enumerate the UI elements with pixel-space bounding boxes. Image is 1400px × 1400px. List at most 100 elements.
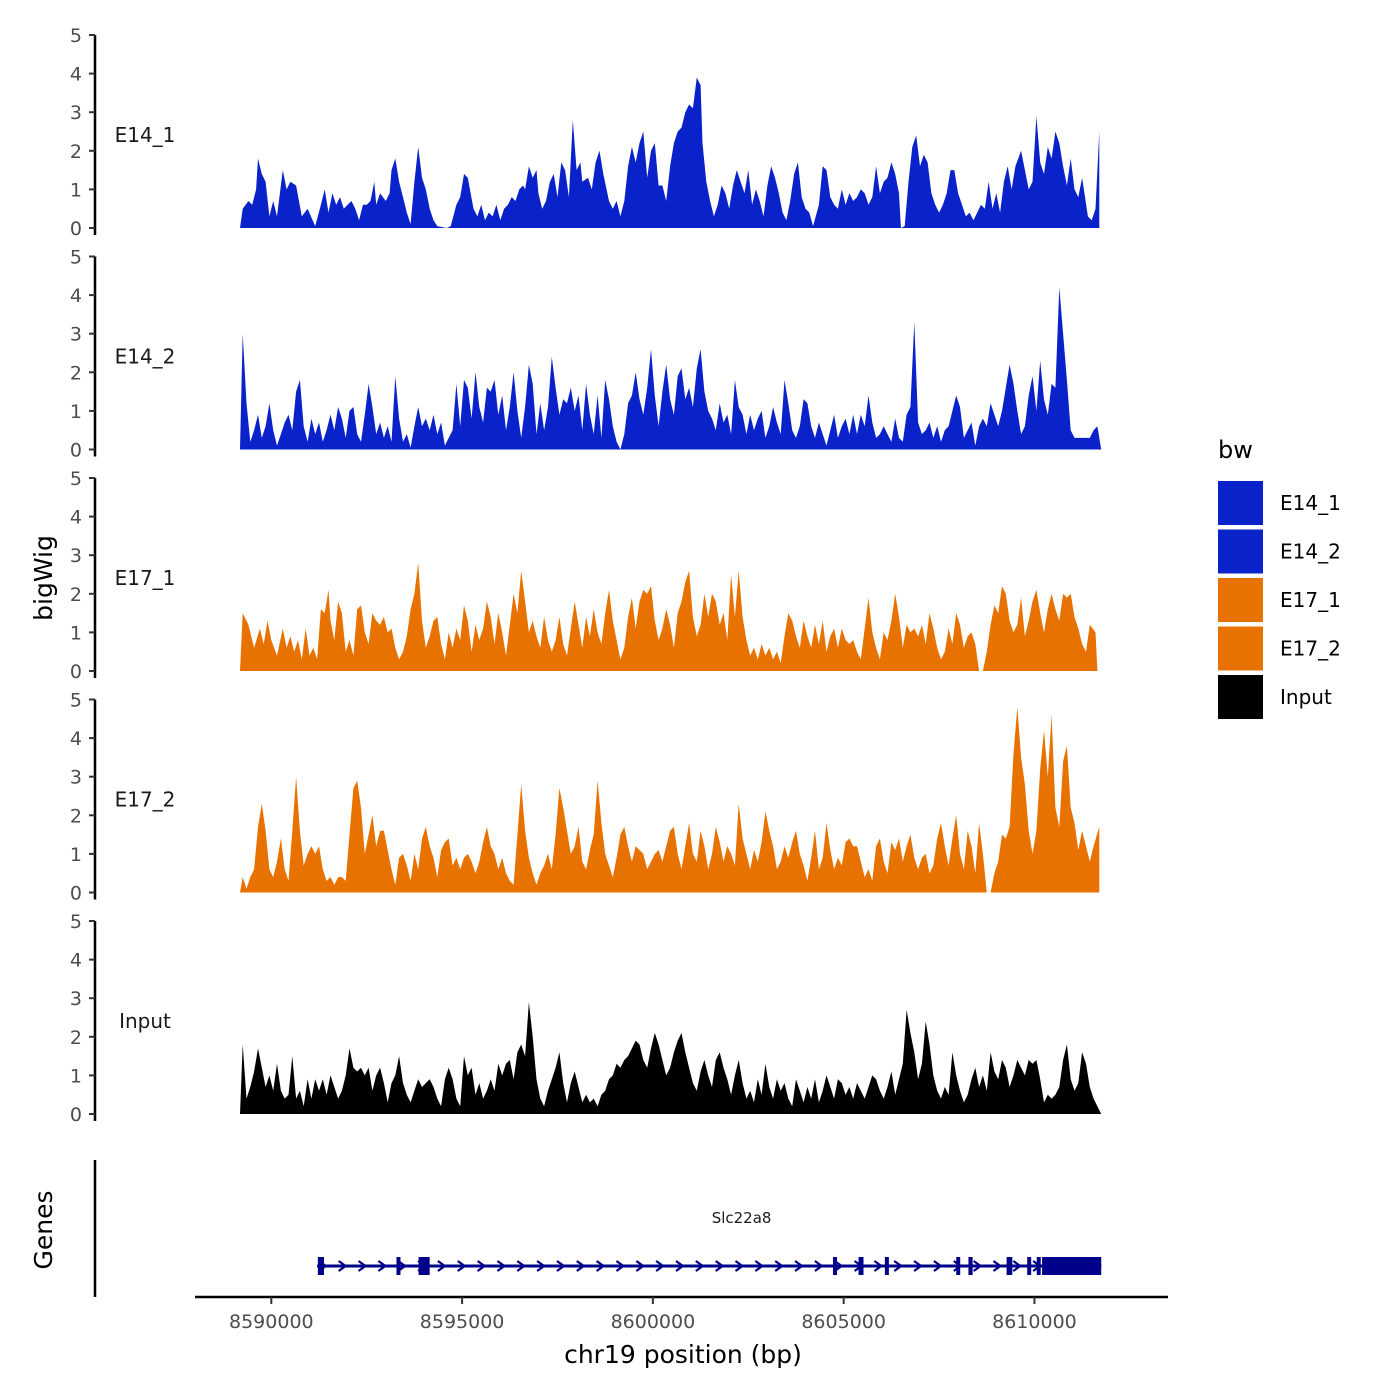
y-tick-label-e17-1-2: 2 (70, 584, 82, 606)
coverage-area-e17-2 (240, 707, 1100, 893)
track-label-e14-1: E14_1 (115, 123, 176, 147)
legend-title: bw (1218, 436, 1253, 464)
strand-chevron-2 (357, 1260, 368, 1272)
coverage-area-e17-1 (240, 562, 1098, 671)
gene-exon-8 (968, 1257, 973, 1275)
gene-exon-3 (418, 1257, 430, 1275)
y-tick-label-e14-2-1: 1 (70, 401, 82, 423)
legend-swatch-e17-2 (1218, 626, 1263, 671)
legend-swatch-e14-2 (1218, 529, 1263, 574)
y-axis-title: bigWig (29, 535, 58, 621)
strand-chevron-29 (893, 1260, 904, 1272)
strand-chevron-32 (953, 1260, 963, 1272)
legend-swatch-e17-1 (1218, 578, 1263, 622)
coverage-area-input (240, 1002, 1102, 1114)
strand-chevron-4 (397, 1260, 408, 1272)
track-label-e17-1: E17_1 (115, 566, 176, 590)
legend-label-e17-2: E17_2 (1280, 637, 1341, 661)
y-tick-label-e17-2-2: 2 (70, 805, 82, 827)
strand-chevron-31 (933, 1260, 943, 1272)
genes-track-title: Genes (29, 1190, 58, 1269)
strand-chevron-10 (516, 1260, 527, 1272)
gene-exon-2 (396, 1257, 401, 1275)
coverage-area-e14-1 (240, 77, 1100, 228)
y-tick-label-e17-2-4: 4 (70, 728, 82, 750)
strand-chevron-12 (556, 1260, 566, 1272)
gene-exon-4 (832, 1257, 837, 1275)
y-tick-label-input-1: 1 (70, 1065, 82, 1087)
track-label-e14-2: E14_2 (115, 345, 176, 369)
y-tick-label-e17-1-5: 5 (70, 468, 82, 490)
gene-label: Slc22a8 (712, 1209, 772, 1227)
x-tick-label-8605000: 8605000 (801, 1311, 886, 1333)
y-tick-label-e17-1-0: 0 (70, 661, 82, 683)
y-tick-label-e14-1-0: 0 (70, 218, 82, 240)
gene-exon-7 (956, 1257, 961, 1275)
track-label-input: Input (119, 1009, 171, 1033)
y-tick-label-input-4: 4 (70, 950, 82, 972)
track-label-e17-2: E17_2 (115, 788, 176, 812)
track-e17-1: 0 1 2 3 4 5 E17_1 (70, 468, 1098, 683)
legend-label-input: Input (1280, 685, 1332, 709)
track-input: 0 1 2 3 4 5 Input (70, 911, 1102, 1126)
legend-swatch-input (1218, 675, 1263, 719)
y-tick-label-e17-2-3: 3 (70, 767, 82, 789)
strand-chevron-3 (377, 1260, 388, 1272)
legend: E14_1 E14_2 E17_1 E17_2 Input (1218, 481, 1341, 719)
y-tick-label-input-5: 5 (70, 911, 82, 933)
gene-exon-6 (884, 1257, 889, 1275)
strand-chevron-8 (476, 1260, 487, 1272)
gene-exon-5 (858, 1257, 864, 1275)
y-tick-label-e14-2-4: 4 (70, 285, 82, 307)
y-tick-label-e17-2-1: 1 (70, 844, 82, 866)
track-e17-2: 0 1 2 3 4 5 E17_2 (70, 690, 1100, 905)
strand-chevron-34 (992, 1260, 1003, 1272)
track-e14-2: 0 1 2 3 4 5 E14_2 (70, 247, 1102, 462)
legend-label-e14-2: E14_2 (1280, 540, 1341, 564)
strand-chevron-22 (754, 1260, 765, 1272)
strand-chevron-15 (615, 1260, 626, 1272)
y-tick-label-e17-2-0: 0 (70, 883, 82, 905)
strand-chevron-9 (496, 1260, 507, 1272)
x-tick-label-8610000: 8610000 (992, 1311, 1077, 1333)
x-axis: 8590000 8595000 8600000 8605000 8610000 (195, 1295, 1168, 1333)
strand-chevron-23 (774, 1260, 785, 1272)
strand-chevron-35 (1012, 1260, 1023, 1272)
strand-chevron-26 (834, 1260, 844, 1272)
legend-swatch-e14-1 (1218, 481, 1263, 525)
y-tick-label-input-3: 3 (70, 988, 82, 1010)
strand-chevron-16 (635, 1260, 646, 1272)
strand-chevron-1 (338, 1260, 348, 1272)
strand-chevron-21 (734, 1260, 745, 1272)
y-tick-label-e14-1-2: 2 (70, 141, 82, 163)
strand-chevron-19 (695, 1260, 705, 1272)
strand-chevron-28 (873, 1260, 884, 1272)
strand-chevron-17 (655, 1260, 666, 1272)
strand-chevron-11 (536, 1260, 546, 1272)
x-tick-label-8600000: 8600000 (611, 1311, 696, 1333)
strand-chevron-14 (595, 1260, 606, 1272)
y-tick-label-e14-2-0: 0 (70, 440, 82, 462)
y-tick-label-e17-2-5: 5 (70, 690, 82, 712)
x-tick-label-8595000: 8595000 (420, 1311, 505, 1333)
gene-exon-10 (1027, 1257, 1032, 1275)
y-tick-label-e14-1-3: 3 (70, 102, 82, 124)
y-tick-label-e17-1-1: 1 (70, 622, 82, 644)
strand-chevron-7 (457, 1260, 467, 1272)
gene-track (93, 1160, 1102, 1297)
y-tick-label-e14-1-4: 4 (70, 64, 82, 86)
strand-chevron-30 (913, 1260, 923, 1272)
strand-chevron-20 (715, 1260, 725, 1272)
strand-chevron-25 (814, 1260, 824, 1272)
y-tick-label-e14-1-1: 1 (70, 179, 82, 201)
coverage-area-e14-2 (240, 287, 1102, 450)
strand-chevron-13 (576, 1260, 586, 1272)
y-tick-label-input-0: 0 (70, 1104, 82, 1126)
gene-exon-1 (317, 1257, 324, 1275)
track-e14-1: 0 1 2 3 4 5 E14_1 (70, 25, 1100, 240)
legend-label-e17-1: E17_1 (1280, 588, 1341, 612)
gene-exon-9 (1006, 1257, 1013, 1275)
y-tick-label-e14-2-2: 2 (70, 362, 82, 384)
x-axis-title: chr19 position (bp) (564, 1340, 802, 1369)
